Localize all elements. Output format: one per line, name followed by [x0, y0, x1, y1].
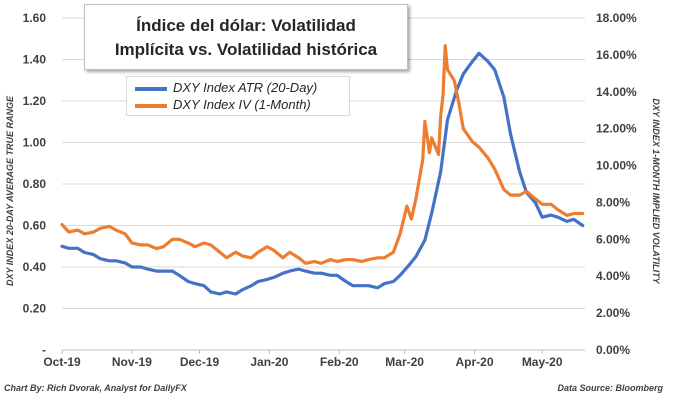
x-tick-label: Jan-20 — [250, 355, 288, 369]
x-tick-label: Apr-20 — [456, 355, 494, 369]
legend-swatch-iv — [135, 103, 167, 108]
x-tick-label: Feb-20 — [320, 355, 359, 369]
x-tick-label: Nov-19 — [112, 355, 152, 369]
legend-label-iv: DXY Index IV (1-Month) — [173, 97, 311, 112]
x-tick-label: Dec-19 — [180, 355, 220, 369]
right-tick-label: 14.00% — [596, 85, 637, 99]
x-axis-ticks: Oct-19 Nov-19 Dec-19 Jan-20 Feb-20 Mar-20 Apr-… — [43, 350, 563, 369]
left-tick-label: - — [42, 343, 46, 357]
left-tick-label: 0.60 — [23, 219, 47, 233]
legend-label-atr: DXY Index ATR (20-Day) — [173, 80, 318, 95]
right-tick-label: 0.00% — [596, 343, 630, 357]
left-tick-label: 1.00 — [23, 136, 47, 150]
left-tick-label: 1.40 — [23, 53, 47, 67]
x-tick-label: May-20 — [522, 355, 563, 369]
legend-item-iv: DXY Index IV (1-Month) — [135, 97, 311, 113]
right-tick-label: 6.00% — [596, 232, 630, 246]
chart-title-line-1: Índice del dólar: Volatilidad — [136, 16, 356, 35]
series-lines — [60, 44, 585, 296]
x-tick-label: Oct-19 — [43, 355, 81, 369]
right-tick-label: 18.00% — [596, 11, 637, 25]
y-axis-right-label: DXY INDEX 1-MONTH IMPLIED VOLATILITY — [651, 98, 661, 284]
left-tick-label: 1.60 — [23, 11, 47, 25]
legend-swatch-atr — [135, 86, 167, 91]
y-axis-left-label: DXY INDEX 20-DAY AVERAGE TRUE RANGE — [5, 95, 15, 287]
chart-title-line-2: Implícita vs. Volatilidad histórica — [114, 40, 378, 59]
legend-item-atr: DXY Index ATR (20-Day) — [135, 80, 317, 96]
chart-title-box: Índice del dólar: Volatilidad Implícita … — [84, 4, 408, 70]
right-tick-label: 12.00% — [596, 122, 637, 136]
right-tick-label: 8.00% — [596, 195, 630, 209]
right-tick-label: 2.00% — [596, 306, 630, 320]
left-tick-label: 0.40 — [23, 260, 47, 274]
left-tick-label: 0.20 — [23, 302, 47, 316]
series-line-atr — [60, 51, 585, 296]
left-tick-label: 1.20 — [23, 94, 47, 108]
left-tick-label: 0.80 — [23, 177, 47, 191]
chart-legend: DXY Index ATR (20-Day) DXY Index IV (1-M… — [126, 76, 350, 116]
left-axis-ticks: - 0.20 0.40 0.60 0.80 1.00 1.20 1.40 1.60 — [23, 11, 47, 357]
right-axis-ticks: 0.00% 2.00% 4.00% 6.00% 8.00% 10.00% 12.00% 14.… — [596, 11, 637, 357]
series-line-iv — [60, 44, 585, 265]
right-tick-label: 4.00% — [596, 269, 630, 283]
right-tick-label: 16.00% — [596, 48, 637, 62]
x-tick-label: Mar-20 — [385, 355, 424, 369]
footer-credit: Chart By: Rich Dvorak, Analyst for Daily… — [4, 383, 187, 393]
right-tick-label: 10.00% — [596, 159, 637, 173]
footer-source: Data Source: Bloomberg — [557, 383, 663, 393]
